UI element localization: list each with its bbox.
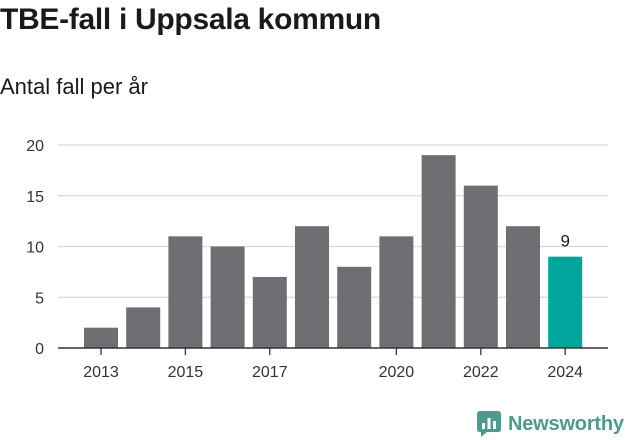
bar-2017: [252, 276, 287, 348]
y-tick-label: 15: [26, 189, 44, 206]
newsworthy-logo-icon: [477, 411, 501, 437]
x-tick-label-2013: 2013: [83, 364, 119, 381]
bar-2018: [295, 226, 329, 348]
data-labels: 9: [560, 232, 569, 251]
y-tick-label: 10: [26, 240, 44, 257]
y-tick-label: 5: [35, 290, 44, 307]
x-tick-label-2022: 2022: [463, 364, 499, 381]
brand-name: Newsworthy: [508, 412, 624, 435]
chart-title: TBE-fall i Uppsala kommun: [0, 3, 381, 36]
bar-2014: [126, 307, 161, 348]
x-tick-label-2020: 2020: [379, 364, 415, 381]
x-axis-ticks: 2013 2015 2017 2020 2022 2024: [58, 347, 608, 381]
bar-chart: 0 5 10 15 20 2013 2015 2017 2020 2022 2024 9: [26, 138, 608, 381]
bars: [84, 155, 583, 348]
newsworthy-logo: Newsworthy: [476, 408, 624, 440]
y-tick-label: 0: [35, 341, 44, 358]
x-tick-label-2015: 2015: [168, 364, 204, 381]
y-axis-ticks: 0 5 10 15 20: [26, 138, 44, 358]
bar-2024: [548, 256, 583, 348]
x-tick-label-2017: 2017: [252, 364, 288, 381]
y-tick-label: 20: [26, 138, 44, 155]
chart-subtitle: Antal fall per år: [0, 74, 148, 99]
bar-2021: [421, 155, 456, 348]
bar-2020: [379, 236, 414, 348]
bar-2019: [337, 266, 372, 348]
x-tick-label-2024: 2024: [547, 364, 583, 381]
bar-2023: [506, 226, 540, 348]
bar-2016: [210, 246, 245, 348]
bar-2015: [168, 236, 203, 348]
bar-2022: [463, 185, 498, 348]
data-label-2024: 9: [560, 232, 569, 251]
bar-2013: [84, 327, 118, 348]
